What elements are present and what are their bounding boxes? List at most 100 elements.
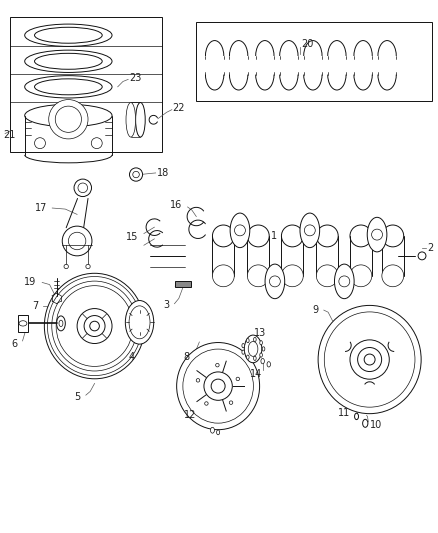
Ellipse shape [57,316,65,331]
Ellipse shape [130,168,143,181]
Ellipse shape [49,100,88,139]
Ellipse shape [265,264,285,298]
Ellipse shape [35,53,102,69]
Ellipse shape [136,102,145,137]
Text: 9: 9 [312,305,318,315]
Ellipse shape [230,213,250,248]
Ellipse shape [260,341,262,345]
Ellipse shape [357,348,381,372]
Ellipse shape [367,217,387,252]
Ellipse shape [35,138,46,149]
Ellipse shape [364,354,375,365]
Ellipse shape [196,378,200,382]
Text: 3: 3 [163,300,169,310]
Bar [18,315,28,332]
Ellipse shape [261,359,265,364]
Ellipse shape [229,401,233,405]
Ellipse shape [350,225,372,247]
Ellipse shape [234,225,245,236]
Text: 2: 2 [427,243,434,253]
Ellipse shape [74,179,92,197]
Text: 13: 13 [254,328,266,338]
Ellipse shape [84,316,105,336]
Ellipse shape [177,343,260,430]
Text: 18: 18 [156,168,169,178]
Text: 20: 20 [301,39,314,49]
Ellipse shape [260,353,262,357]
Ellipse shape [350,340,389,379]
Ellipse shape [86,264,90,269]
Ellipse shape [68,232,86,250]
Text: 10: 10 [370,420,382,430]
Ellipse shape [77,309,112,343]
Text: 14: 14 [250,369,262,379]
Ellipse shape [418,252,426,260]
Ellipse shape [211,379,225,393]
Text: 7: 7 [32,301,38,311]
Text: 23: 23 [129,73,141,83]
Ellipse shape [91,138,102,149]
Text: 16: 16 [170,200,182,211]
Ellipse shape [262,347,265,351]
Ellipse shape [267,362,271,367]
Ellipse shape [129,306,150,339]
Ellipse shape [133,171,139,177]
Ellipse shape [318,305,421,414]
Ellipse shape [64,264,68,269]
Text: 8: 8 [184,352,190,362]
Ellipse shape [248,342,258,357]
Bar [196,22,432,101]
Ellipse shape [35,79,102,95]
Ellipse shape [19,321,27,326]
Ellipse shape [254,337,256,342]
Ellipse shape [350,265,372,287]
Ellipse shape [78,183,88,192]
Ellipse shape [35,27,102,43]
Ellipse shape [217,430,219,435]
Ellipse shape [254,356,256,360]
Ellipse shape [300,213,320,248]
Ellipse shape [126,102,136,137]
Ellipse shape [316,265,338,287]
Text: 17: 17 [35,203,47,213]
Text: 6: 6 [11,338,17,349]
Ellipse shape [205,402,208,405]
Ellipse shape [371,229,382,240]
Text: 21: 21 [3,130,15,140]
Ellipse shape [44,273,145,379]
Ellipse shape [55,106,81,132]
Ellipse shape [316,225,338,247]
Ellipse shape [304,225,315,236]
Ellipse shape [282,225,303,247]
Text: 22: 22 [173,103,185,113]
Text: 15: 15 [126,232,139,242]
Ellipse shape [212,265,234,287]
Ellipse shape [382,265,404,287]
Ellipse shape [211,427,215,433]
Text: 4: 4 [129,352,135,362]
Ellipse shape [25,104,112,127]
Ellipse shape [215,364,219,367]
Ellipse shape [236,377,240,381]
Ellipse shape [247,265,269,287]
Ellipse shape [242,350,244,354]
Text: 5: 5 [74,392,81,402]
Ellipse shape [282,265,303,287]
Ellipse shape [247,338,249,343]
Ellipse shape [59,320,63,327]
Ellipse shape [244,335,262,363]
Ellipse shape [212,225,234,247]
Ellipse shape [247,355,249,359]
Ellipse shape [247,225,269,247]
Ellipse shape [204,372,232,400]
Polygon shape [175,281,191,287]
Ellipse shape [339,276,350,287]
Text: 12: 12 [184,410,196,421]
Ellipse shape [363,419,368,427]
Ellipse shape [355,413,358,419]
Ellipse shape [90,321,99,331]
Ellipse shape [382,225,404,247]
Ellipse shape [125,301,154,344]
Ellipse shape [242,343,244,348]
Ellipse shape [335,264,354,298]
